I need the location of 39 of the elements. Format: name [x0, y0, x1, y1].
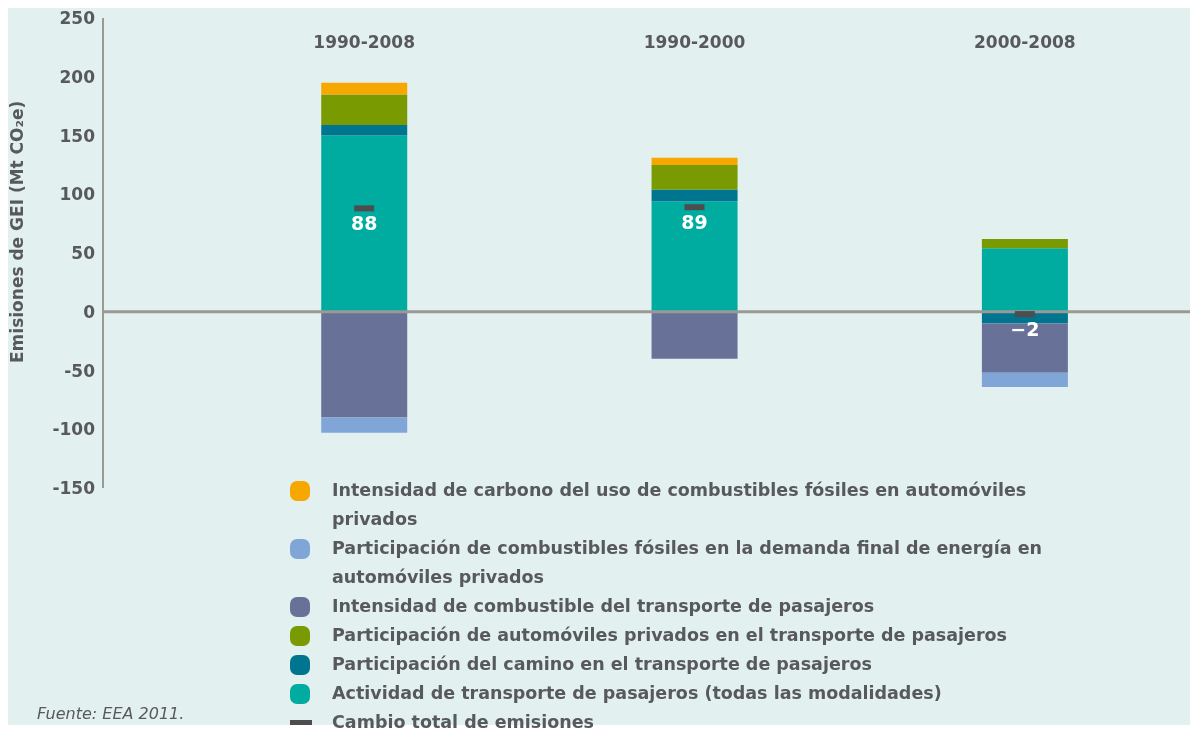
data-label: 88 [350, 211, 378, 234]
bar [321, 82, 408, 95]
bar [321, 124, 408, 136]
bar [651, 157, 738, 165]
legend-label: Actividad de transporte de pasajeros (todas las modalidades) [332, 682, 942, 705]
x-tick-label: 1990-2008 [313, 32, 416, 52]
legend-label: Intensidad de combustible del transporte de pasajeros [332, 595, 875, 618]
y-tick-label: -150 [52, 478, 96, 499]
y-axis-title: Emisiones de GEI (Mt CO₂e) [7, 100, 28, 363]
y-tick-label: 250 [59, 8, 96, 29]
bar [651, 201, 738, 312]
y-tick-label: 150 [59, 125, 96, 146]
bar [321, 94, 408, 125]
y-tick-label: -50 [64, 360, 96, 381]
bar [651, 164, 738, 190]
bar [981, 323, 1068, 373]
bar [981, 248, 1068, 312]
bar [321, 417, 408, 433]
data-label: −2 [1010, 317, 1040, 340]
x-tick-label: 1990-2000 [643, 32, 746, 52]
legend-label: Cambio total de emisiones [332, 711, 594, 733]
y-tick-label: 50 [71, 243, 96, 264]
y-tick-label: 200 [59, 66, 96, 87]
bar [321, 135, 408, 312]
source-note: Fuente: EEA 2011. [37, 704, 185, 723]
y-tick-label: 0 [83, 301, 96, 322]
legend-label: Participación del camino en el transporte de pasajeros [332, 653, 872, 676]
legend-label: Participación de automóviles privados en el transporte de pasajeros [332, 624, 1007, 647]
bar [651, 311, 738, 359]
y-tick-label: -100 [52, 419, 96, 440]
bar [981, 238, 1068, 249]
legend-label: Intensidad de carbono del uso de combustibles fósiles en automóviles privados [332, 479, 1028, 531]
bar [981, 372, 1068, 387]
bar [651, 189, 738, 202]
legend-label: Participación de combustibles fósiles en la demanda final de energía en automóviles privados [332, 537, 1044, 589]
data-label: 89 [681, 210, 708, 233]
x-tick-label: 2000-2008 [973, 32, 1076, 52]
bar [321, 311, 408, 418]
y-tick-label: 100 [59, 184, 96, 205]
